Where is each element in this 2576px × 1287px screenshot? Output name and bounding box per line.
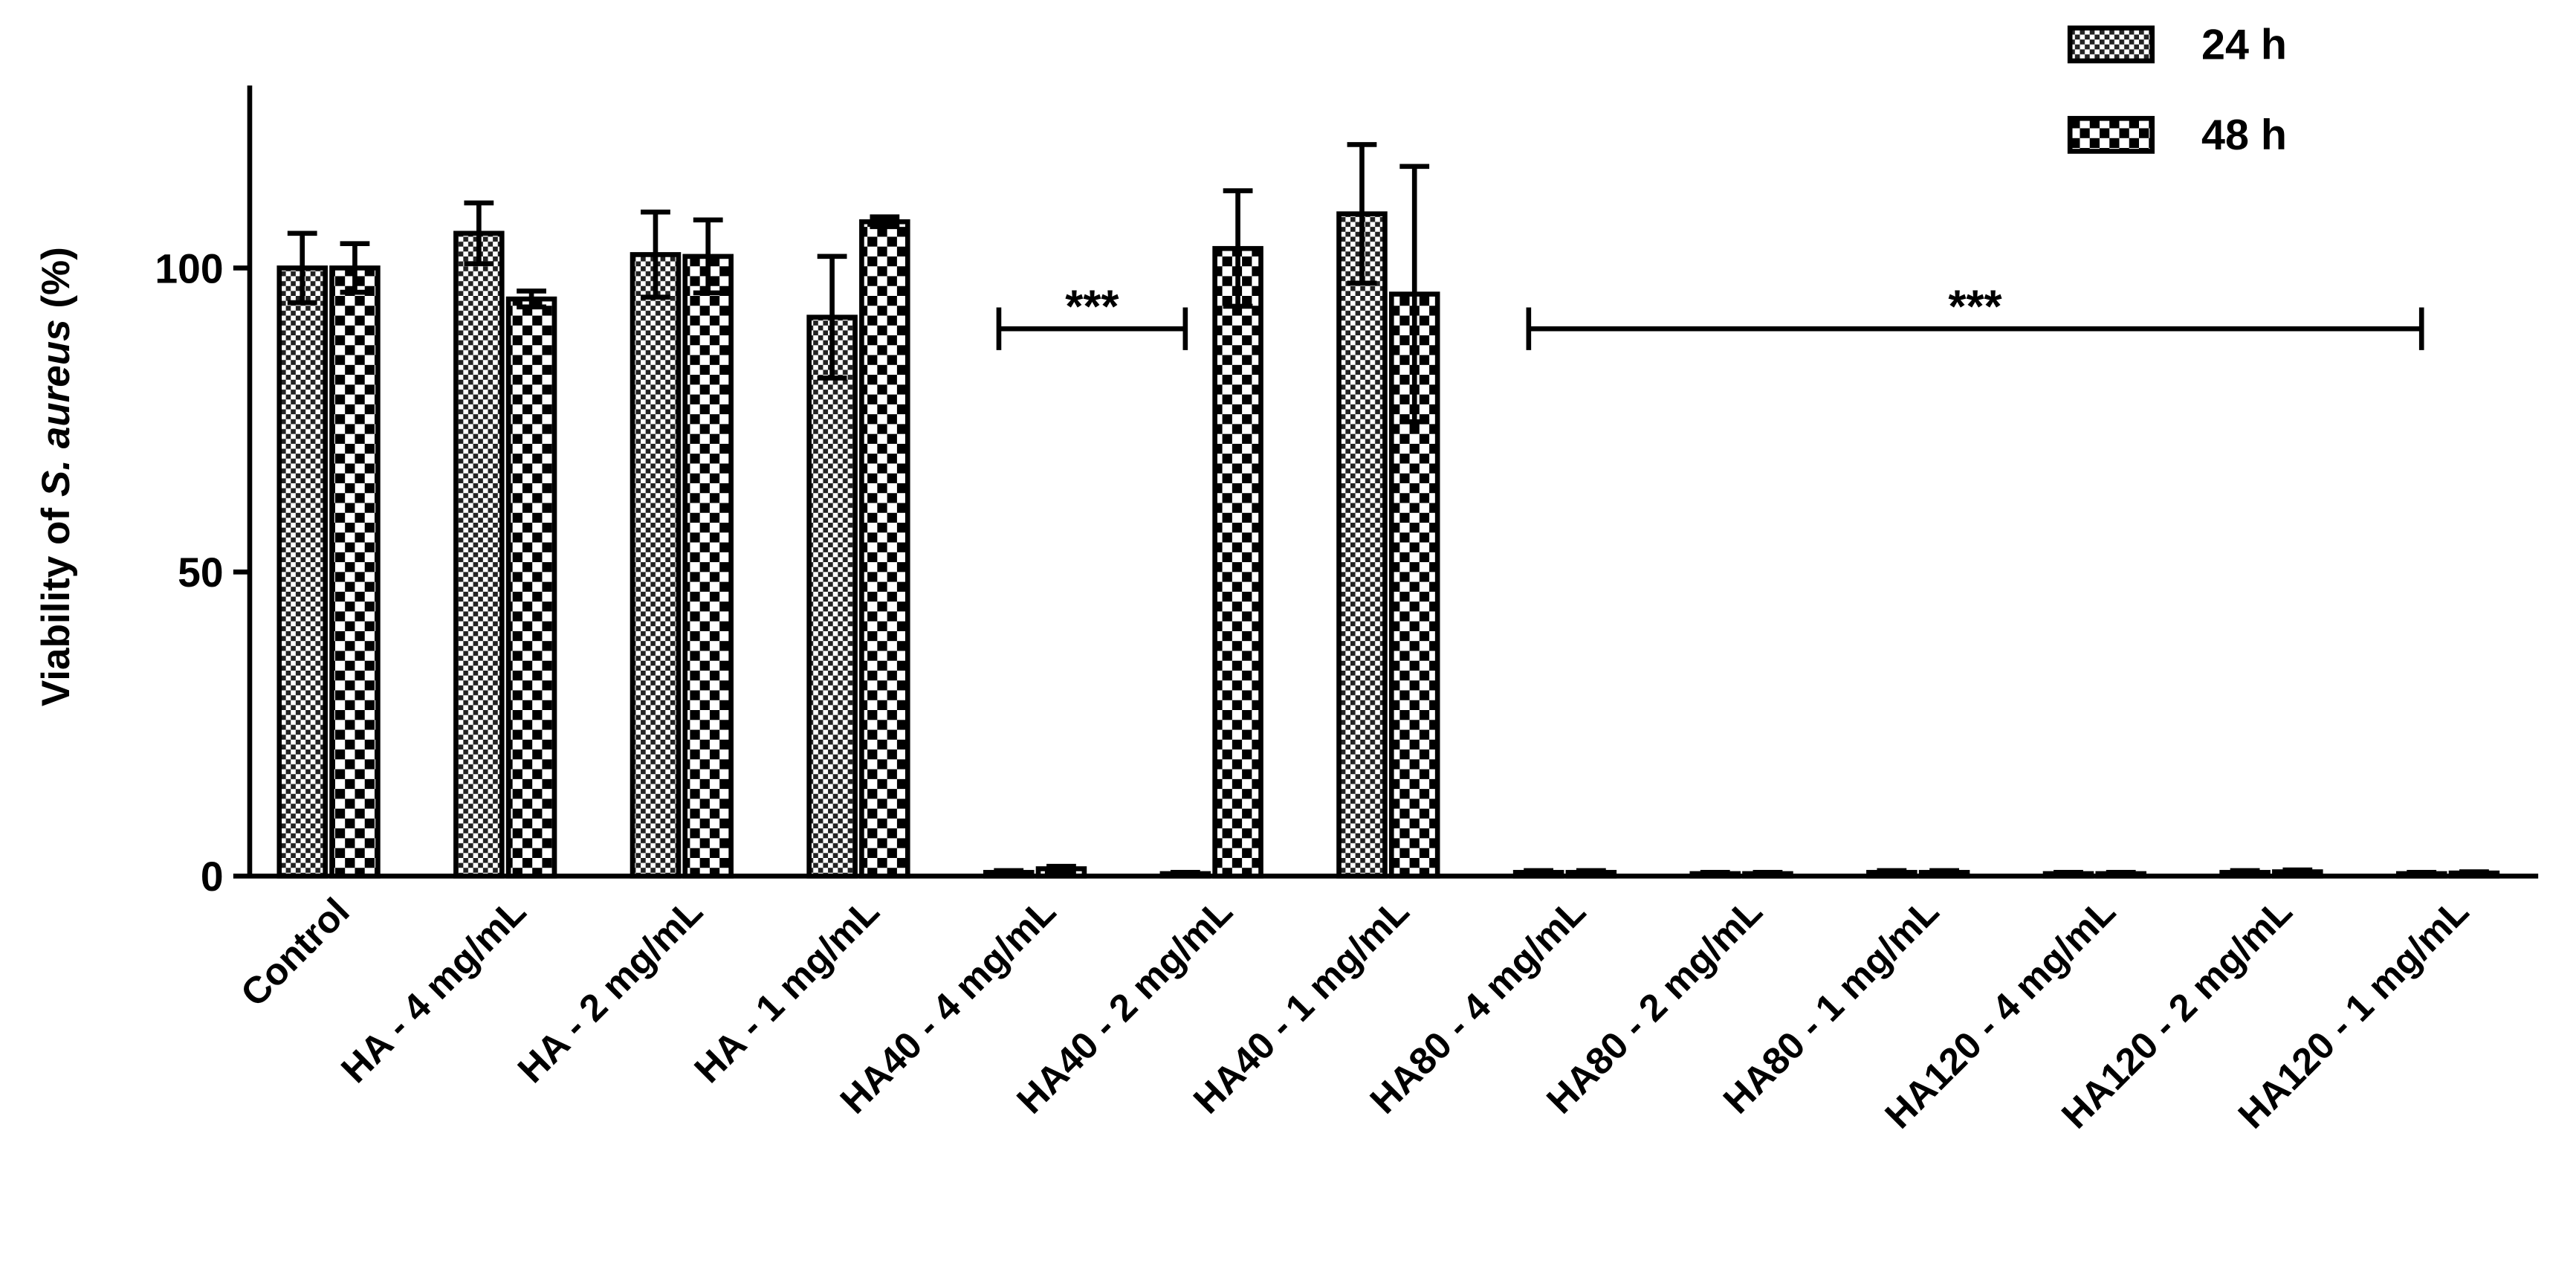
bar <box>1212 245 1263 879</box>
error-bar <box>287 230 317 306</box>
error-bar <box>464 200 494 267</box>
error-bar <box>1347 142 1377 286</box>
x-tick-label: Control <box>233 890 357 1015</box>
bar <box>682 254 734 879</box>
significance-label: *** <box>1065 281 1119 332</box>
error-bar <box>1576 868 1606 877</box>
error-bar <box>994 868 1024 877</box>
error-bar <box>1223 188 1253 309</box>
bar <box>505 296 557 879</box>
bar <box>276 265 328 879</box>
error-bar <box>1700 870 1730 877</box>
x-tick-label: HA - 1 mg/mL <box>686 890 887 1091</box>
error-bar <box>817 254 847 381</box>
y-tick-label: 100 <box>155 245 223 291</box>
significance-label: *** <box>1948 281 2002 332</box>
error-bar <box>1046 863 1076 874</box>
legend-swatch <box>2067 25 2155 64</box>
error-bar <box>2230 868 2260 877</box>
error-bar <box>1929 868 1959 877</box>
bar <box>630 252 682 879</box>
legend-label: 48 h <box>2201 112 2287 159</box>
y-label-suffix: (%) <box>34 247 78 319</box>
error-bar <box>2407 870 2437 877</box>
error-bar <box>517 288 546 310</box>
x-tick-label: HA - 4 mg/mL <box>333 890 534 1091</box>
error-bar <box>2106 870 2136 877</box>
error-bar <box>693 217 723 296</box>
bar <box>806 315 858 879</box>
error-bar <box>1399 164 1430 425</box>
bar <box>453 230 505 879</box>
error-bar <box>1524 868 1553 877</box>
error-bar <box>2459 869 2489 877</box>
bar <box>1336 211 1388 879</box>
legend-label: 24 h <box>2201 22 2287 69</box>
bar <box>859 219 910 879</box>
x-tick-label: HA - 2 mg/mL <box>509 890 711 1091</box>
error-bar <box>870 214 900 230</box>
error-bar <box>1170 870 1200 877</box>
y-axis-label: Viability of S. aureus (%) <box>34 247 78 706</box>
error-bar <box>1753 870 1783 877</box>
y-tick-label: 50 <box>178 549 223 596</box>
bar <box>329 265 381 879</box>
error-bar <box>2282 867 2313 877</box>
y-tick-label: 0 <box>201 854 224 900</box>
legend-swatch <box>2067 115 2155 154</box>
y-label-italic: S. aureus <box>34 319 78 497</box>
error-bar <box>340 241 370 295</box>
error-bar <box>2054 870 2083 877</box>
y-label-prefix: Viability of <box>34 497 78 706</box>
error-bar <box>1877 868 1907 877</box>
error-bar <box>641 209 670 300</box>
